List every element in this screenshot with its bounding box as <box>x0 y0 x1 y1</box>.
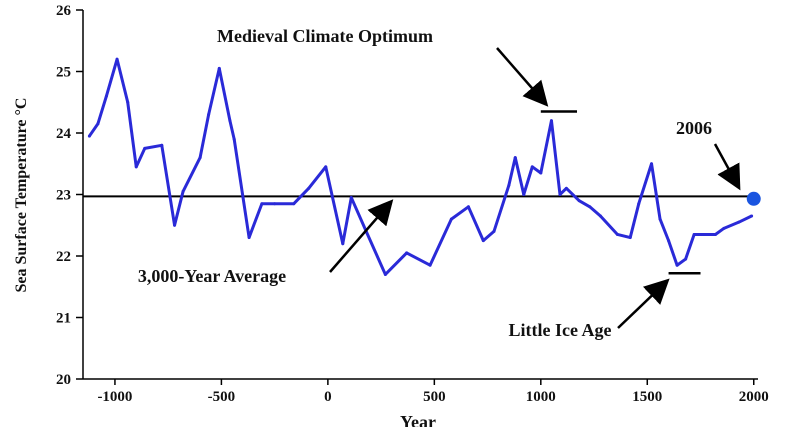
x-tick-label: 2000 <box>739 389 769 405</box>
series-point <box>143 146 147 150</box>
series-point <box>181 189 185 193</box>
series-point <box>539 171 543 175</box>
series-point <box>126 100 130 104</box>
three-thousand-year-average-label: 3,000-Year Average <box>138 266 286 286</box>
series-point <box>341 242 345 246</box>
temperature-series-points <box>87 57 754 276</box>
temperature-series-line <box>88 57 753 276</box>
series-point <box>115 57 119 61</box>
series-point <box>207 113 211 117</box>
y-tick-label: 25 <box>56 65 71 81</box>
medieval-arrow <box>496 47 549 107</box>
y-tick-label: 20 <box>56 372 71 388</box>
y-tick-label: 22 <box>56 249 71 265</box>
series-point <box>598 214 602 218</box>
series-point <box>160 143 164 147</box>
x-axis-title: Year <box>400 412 436 427</box>
x-tick-label: -1000 <box>97 389 132 405</box>
series-point <box>577 199 581 203</box>
x-tick-label: 1000 <box>526 389 556 405</box>
series-point <box>615 232 619 236</box>
series-point <box>628 236 632 240</box>
series-point <box>750 214 754 218</box>
series-point <box>228 119 232 123</box>
series-point <box>637 202 641 206</box>
series-point <box>247 236 251 240</box>
point-2006 <box>746 191 761 206</box>
series-point <box>383 272 387 276</box>
series-point <box>549 119 553 123</box>
series-point <box>405 251 409 255</box>
series-point <box>173 223 177 227</box>
series-point <box>260 202 264 206</box>
series-point <box>104 94 108 98</box>
x-tick-label: 1500 <box>632 389 662 405</box>
y-ticks: 20 21 22 23 24 25 26 <box>56 3 83 388</box>
x-tick-label: 0 <box>324 389 332 405</box>
y-tick-label: 26 <box>56 3 72 19</box>
series-point <box>658 217 662 221</box>
y-axis-title: Sea Surface Temperature °C <box>13 98 30 293</box>
series-point <box>507 183 511 187</box>
y-tick-label: 24 <box>56 126 72 142</box>
label-2006: 2006 <box>676 118 712 138</box>
series-point <box>232 137 236 141</box>
series-point <box>650 162 654 166</box>
series-point <box>530 165 534 169</box>
series-point <box>713 232 717 236</box>
series-point <box>292 202 296 206</box>
series-point <box>198 156 202 160</box>
y-tick-label: 21 <box>56 311 71 327</box>
series-point <box>492 229 496 233</box>
little-ice-age-label: Little Ice Age <box>509 320 612 340</box>
series-point <box>522 193 526 196</box>
series-point <box>273 202 277 206</box>
series-point <box>466 205 470 209</box>
x-tick-label: 500 <box>423 389 446 405</box>
series-point <box>217 66 221 70</box>
y-tick-label: 23 <box>56 188 71 204</box>
series-point <box>701 232 705 236</box>
series-point <box>692 232 696 236</box>
series-point <box>564 186 568 190</box>
series-point <box>481 239 485 243</box>
series-point <box>558 193 562 196</box>
series-point <box>737 220 741 224</box>
series-point <box>667 239 671 243</box>
little-ice-age-arrow <box>617 278 670 329</box>
series-point <box>513 156 517 160</box>
x-tick-label: -500 <box>208 389 236 405</box>
medieval-climate-optimum-label: Medieval Climate Optimum <box>217 26 433 46</box>
year-2006-arrow <box>713 143 741 191</box>
series-point <box>675 263 679 267</box>
series-point <box>684 257 688 261</box>
series-point <box>87 134 91 138</box>
series-point <box>324 165 328 169</box>
series-point <box>428 263 432 267</box>
average-arrow <box>329 199 394 273</box>
series-point <box>449 217 453 221</box>
series-point <box>307 186 311 190</box>
series-point <box>96 122 100 126</box>
series-point <box>722 226 726 230</box>
x-ticks: -1000 -500 0 500 1000 1500 2000 <box>97 379 769 405</box>
series-point <box>349 196 353 200</box>
series-point <box>588 205 592 209</box>
series-point <box>134 165 138 169</box>
